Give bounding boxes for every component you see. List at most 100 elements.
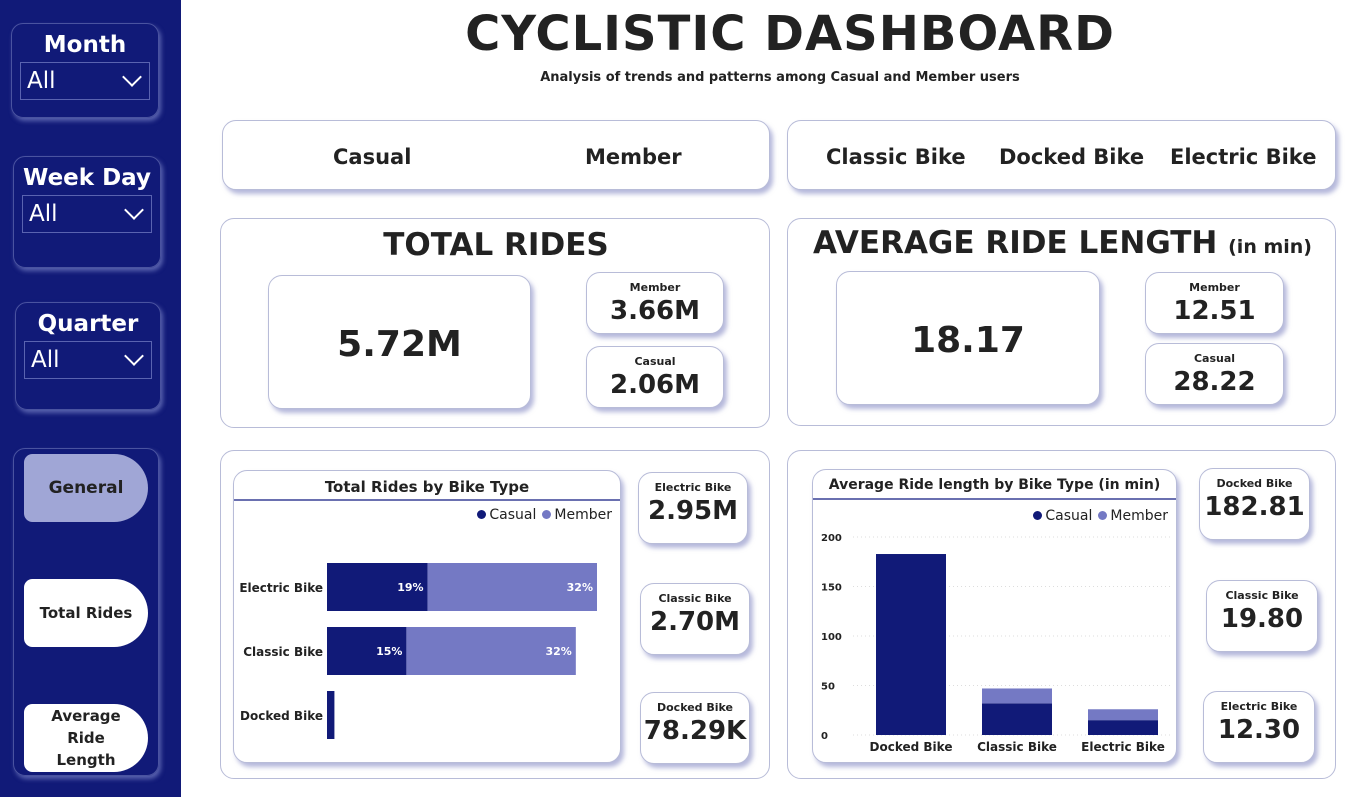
total-rides-casual-card: Casual 2.06M (586, 346, 724, 408)
card-value: 12.30 (1217, 715, 1301, 745)
card-label: Docked Bike (656, 701, 734, 714)
y-tick-label: Classic Bike (243, 645, 323, 659)
quarter-value: All (31, 347, 60, 373)
docked-bike-rides-card: Docked Bike 78.29K (640, 692, 750, 764)
avg-ride-unit: (in min) (1228, 236, 1312, 258)
bar-casual (327, 627, 407, 675)
y-tick-label: 200 (821, 533, 842, 544)
month-filter: Month All (11, 23, 159, 118)
card-label: Classic Bike (1225, 589, 1299, 602)
card-label: Classic Bike (658, 592, 732, 605)
nav-general-button[interactable]: General (24, 454, 148, 522)
y-tick-label: 0 (821, 731, 828, 742)
avg-ride-title-text: AVERAGE RIDE LENGTH (813, 225, 1218, 261)
weekday-dropdown[interactable]: All (22, 195, 152, 233)
casual-label: Casual (634, 355, 676, 368)
avg-ride-title: AVERAGE RIDE LENGTH (in min) (788, 225, 1337, 261)
legend-member: Member (1098, 508, 1168, 524)
card-value: 182.81 (1204, 492, 1305, 522)
card-value: 2.95M (647, 496, 739, 526)
total-rides-member-card: Member 3.66M (586, 272, 724, 334)
card-value: 2.70M (649, 607, 741, 637)
sidebar: Month All Week Day All Quarter All Gener… (0, 0, 181, 797)
nav-total-rides-button[interactable]: Total Rides (24, 579, 148, 647)
card-value: 19.80 (1220, 604, 1304, 634)
avg-ride-card: 18.17 (836, 271, 1100, 405)
total-rides-panel: TOTAL RIDES 5.72M Member 3.66M Casual 2.… (220, 218, 770, 428)
rides-by-type-chart: Total Rides by Bike Type Casual Member E… (233, 470, 621, 763)
chevron-down-icon (124, 346, 144, 366)
quarter-filter-label: Quarter (37, 311, 139, 337)
bar-casual (327, 691, 335, 739)
bar-member (406, 627, 576, 675)
data-label: 32% (567, 581, 593, 594)
bar-casual (1088, 720, 1158, 735)
month-filter-label: Month (43, 32, 127, 58)
user-type-slicer: Casual Member (222, 120, 770, 190)
chart2-svg: 0 50 100 150 200 Docked Bike Classic Bike Elect… (821, 533, 1171, 754)
month-dropdown[interactable]: All (20, 62, 150, 100)
slicer-classic-bike[interactable]: Classic Bike (826, 145, 966, 169)
page-title: CYCLISTIC DASHBOARD (465, 6, 1115, 62)
chart1-legend: Casual Member (477, 507, 612, 523)
bar-casual (876, 554, 946, 735)
member-label: Member (1189, 281, 1240, 294)
slicer-casual[interactable]: Casual (333, 145, 412, 169)
chart1-title: Total Rides by Bike Type (234, 471, 620, 501)
total-rides-card: 5.72M (268, 275, 531, 409)
bar-casual (982, 703, 1052, 735)
bike-type-slicer: Classic Bike Docked Bike Electric Bike (787, 120, 1336, 190)
bar-member (1088, 709, 1158, 721)
weekday-filter-label: Week Day (23, 165, 151, 191)
card-label: Docked Bike (1216, 477, 1293, 490)
legend-member: Member (542, 507, 612, 523)
electric-bike-avg-card: Electric Bike 12.30 (1203, 691, 1315, 763)
weekday-filter: Week Day All (13, 156, 161, 268)
legend-casual: Casual (477, 507, 536, 523)
bar-casual (327, 563, 428, 611)
quarter-filter: Quarter All (15, 302, 161, 410)
data-label: 32% (545, 645, 571, 658)
casual-avg-value: 28.22 (1173, 367, 1256, 397)
bar-member (982, 688, 1052, 704)
electric-bike-rides-card: Electric Bike 2.95M (638, 472, 748, 544)
page-subtitle: Analysis of trends and patterns among Ca… (540, 70, 1020, 85)
y-tick-label: Electric Bike (239, 581, 323, 595)
data-label: 15% (376, 645, 402, 658)
slicer-docked-bike[interactable]: Docked Bike (999, 145, 1145, 169)
slicer-member[interactable]: Member (585, 145, 682, 169)
month-value: All (27, 68, 56, 94)
chevron-down-icon (124, 200, 144, 220)
chart1-svg: Electric Bike 19% 32% Classic Bike 15% 32% Doc… (239, 563, 597, 739)
card-label: Electric Bike (654, 481, 732, 494)
quarter-dropdown[interactable]: All (24, 341, 152, 379)
nav-average-ride-length-button[interactable]: Average Ride Length (24, 704, 148, 772)
classic-bike-avg-card: Classic Bike 19.80 (1206, 580, 1318, 652)
x-tick-label: Classic Bike (977, 740, 1057, 754)
member-label: Member (629, 281, 681, 294)
y-tick-label: 50 (821, 682, 835, 693)
avg-ride-panel: AVERAGE RIDE LENGTH (in min) 18.17 Membe… (787, 218, 1336, 426)
classic-bike-rides-card: Classic Bike 2.70M (640, 583, 750, 655)
y-tick-label: Docked Bike (240, 709, 323, 723)
bar-member (427, 563, 597, 611)
total-rides-value: 5.72M (337, 324, 462, 365)
chart2-legend: Casual Member (1033, 508, 1168, 524)
slicer-electric-bike[interactable]: Electric Bike (1170, 145, 1317, 169)
total-rides-title: TOTAL RIDES (383, 227, 609, 263)
avg-by-type-chart: Average Ride length by Bike Type (in min… (812, 469, 1177, 763)
y-tick-label: 100 (821, 632, 842, 643)
card-label: Electric Bike (1220, 700, 1298, 713)
docked-bike-avg-card: Docked Bike 182.81 (1199, 468, 1310, 540)
chart2-title: Average Ride length by Bike Type (in min… (813, 470, 1176, 500)
x-tick-label: Electric Bike (1081, 740, 1165, 754)
y-tick-label: 150 (821, 583, 842, 594)
member-rides-value: 3.66M (609, 296, 701, 326)
card-value: 78.29K (643, 716, 747, 746)
weekday-value: All (29, 201, 58, 227)
chevron-down-icon (122, 67, 142, 87)
avg-ride-value: 18.17 (911, 320, 1025, 361)
data-label: 19% (397, 581, 423, 594)
avg-ride-member-card: Member 12.51 (1145, 272, 1284, 334)
casual-label: Casual (1193, 352, 1236, 365)
